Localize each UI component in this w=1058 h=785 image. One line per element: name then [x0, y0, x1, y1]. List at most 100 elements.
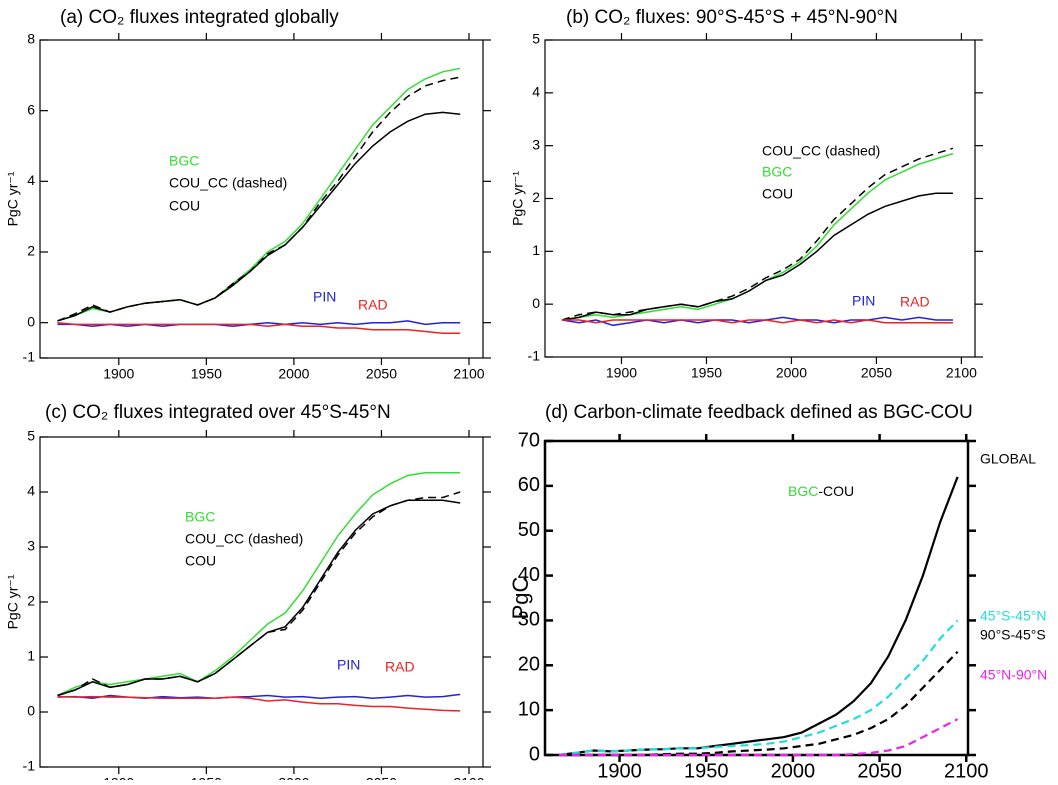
y-tick-label: -1 — [23, 758, 36, 774]
panel-title: (b) CO₂ fluxes: 90°S-45°S + 45°N-90°N — [566, 7, 898, 28]
y-tick-label: 20 — [518, 654, 540, 676]
series-line — [57, 76, 461, 322]
series-label: COU — [762, 186, 793, 202]
panel-title: (a) CO₂ fluxes integrated globally — [60, 7, 339, 28]
x-tick-label: 2100 — [946, 365, 977, 381]
annotation-part: BGC — [788, 483, 818, 499]
series-label: RAD — [385, 659, 415, 675]
x-tick-label: 1950 — [691, 365, 722, 381]
x-tick-label: 2000 — [771, 760, 816, 780]
y-tick-label: 1 — [27, 648, 35, 664]
x-tick-label: 2050 — [366, 775, 397, 780]
series-label: RAD — [358, 297, 388, 313]
series-label: BGC — [185, 509, 215, 525]
y-tick-label: 0 — [532, 295, 540, 311]
y-axis-label: PgC yr⁻¹ — [510, 171, 526, 226]
series-line — [57, 320, 461, 327]
x-tick-label: 2050 — [861, 365, 892, 381]
plot-frame — [39, 436, 484, 768]
panel: (a) CO₂ fluxes integrated globally PgC yr… — [5, 7, 491, 382]
x-tick-label: 2100 — [944, 760, 989, 780]
series-line — [561, 152, 954, 321]
series-line — [558, 718, 959, 757]
series-label: COU_CC (dashed) — [169, 175, 287, 191]
panel: (b) CO₂ fluxes: 90°S-45°S + 45°N-90°N PgC… — [510, 7, 983, 381]
y-tick-label: 2 — [532, 189, 540, 205]
y-tick-label: 2 — [27, 593, 35, 609]
y-tick-label: 0 — [529, 743, 540, 765]
y-tick-label: 3 — [27, 538, 35, 554]
series-line — [561, 316, 953, 327]
series-label: 45°S-45°N — [980, 608, 1046, 624]
y-tick-label: 40 — [518, 564, 540, 586]
y-tick-label: 30 — [518, 609, 540, 631]
series-label: PIN — [337, 657, 360, 673]
y-tick-label: 5 — [532, 31, 540, 47]
y-axis-label: PgC yr⁻¹ — [5, 574, 21, 629]
y-tick-label: 70 — [518, 429, 540, 451]
series-line — [561, 147, 954, 321]
x-tick-label: 2100 — [453, 775, 484, 780]
series-line — [561, 192, 953, 321]
series-label: PIN — [852, 293, 875, 309]
x-tick-label: 2050 — [857, 760, 902, 780]
series-line — [558, 476, 959, 757]
y-tick-label: 60 — [518, 474, 540, 496]
y-tick-label: 5 — [27, 428, 35, 444]
y-tick-label: 6 — [27, 101, 35, 117]
y-tick-label: 1 — [532, 242, 540, 258]
annotation-part: -COU — [818, 483, 854, 499]
x-tick-label: 1950 — [684, 760, 729, 780]
y-axis-label: PgC yr⁻¹ — [5, 171, 21, 226]
y-tick-label: 4 — [27, 483, 35, 499]
series-label: COU_CC (dashed) — [185, 531, 303, 547]
series-line — [57, 67, 461, 322]
y-tick-label: 4 — [27, 172, 35, 188]
x-tick-label: 1950 — [191, 366, 222, 382]
x-tick-label: 1900 — [606, 365, 637, 381]
series-label: BGC — [762, 164, 792, 180]
plot-frame — [39, 39, 484, 359]
series-label: COU_CC (dashed) — [762, 143, 880, 159]
series-label: GLOBAL — [980, 451, 1036, 467]
y-tick-label: -1 — [23, 349, 36, 365]
series-line — [57, 111, 461, 322]
annotation: BGC-COU — [788, 483, 854, 499]
series-line — [558, 619, 959, 757]
y-tick-label: 8 — [27, 31, 35, 47]
panel: (d) Carbon-climate feedback defined as B… — [508, 402, 1047, 782]
series-label: BGC — [169, 153, 199, 169]
y-tick-label: 4 — [532, 84, 540, 100]
series-line — [57, 499, 461, 697]
panel-title: (c) CO₂ fluxes integrated over 45°S-45°N — [45, 402, 391, 423]
x-tick-label: 1900 — [597, 760, 642, 780]
x-tick-label: 2000 — [278, 775, 309, 780]
y-tick-label: 2 — [27, 243, 35, 259]
x-tick-label: 2100 — [453, 366, 484, 382]
series-line — [57, 695, 461, 712]
y-tick-label: -1 — [528, 348, 541, 364]
y-tick-label: 3 — [532, 136, 540, 152]
y-tick-label: 0 — [27, 313, 35, 329]
x-tick-label: 1900 — [103, 366, 134, 382]
y-tick-label: 50 — [518, 519, 540, 541]
y-axis-label: PgC — [508, 576, 533, 619]
x-tick-label: 1950 — [191, 775, 222, 780]
series-label: PIN — [313, 289, 336, 305]
y-tick-label: 0 — [27, 703, 35, 719]
series-label: RAD — [900, 294, 930, 310]
series-label: 45°N-90°N — [980, 667, 1047, 683]
x-tick-label: 1900 — [103, 775, 134, 780]
series-label: 90°S-45°S — [980, 627, 1046, 643]
x-tick-label: 2050 — [366, 366, 397, 382]
series-label: COU — [169, 198, 200, 214]
panel: (c) CO₂ fluxes integrated over 45°S-45°N… — [5, 402, 491, 785]
series-label: COU — [185, 553, 216, 569]
series-line — [562, 319, 953, 324]
panel-title: (d) Carbon-climate feedback defined as B… — [545, 402, 973, 423]
x-tick-label: 2000 — [278, 366, 309, 382]
x-tick-label: 2000 — [776, 365, 807, 381]
series-line — [57, 472, 461, 697]
series-line — [57, 321, 461, 335]
